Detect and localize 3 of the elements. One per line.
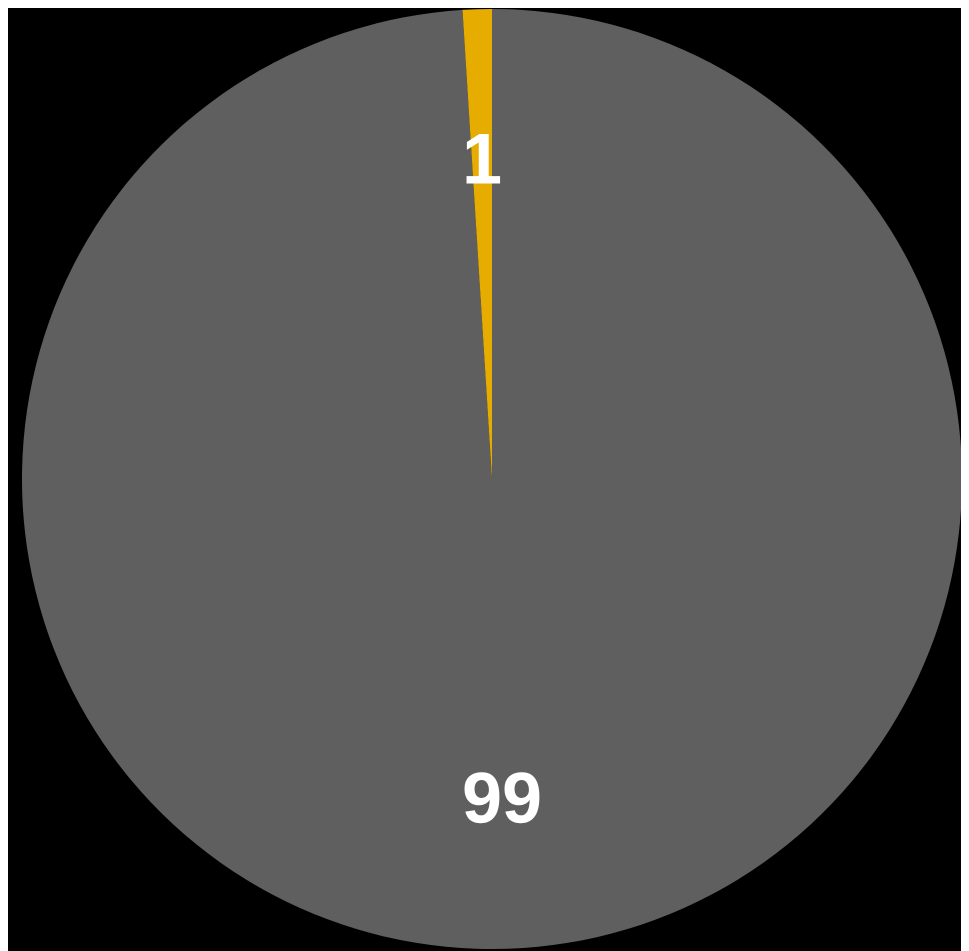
data-label: 99 [462,758,542,838]
data-label: 1 [462,120,502,200]
pie-slice [22,9,961,949]
